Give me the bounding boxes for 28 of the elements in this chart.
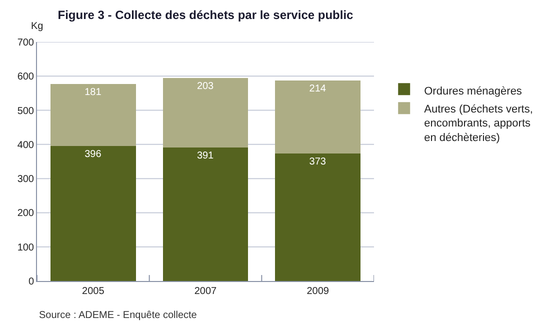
bar <box>50 84 136 146</box>
data-label: 203 <box>196 81 214 92</box>
bar <box>275 80 361 154</box>
data-label: 396 <box>84 148 102 160</box>
y-tick-label: 200 <box>17 208 34 220</box>
data-label: 181 <box>84 87 102 98</box>
x-tick-label: 2009 <box>306 286 330 297</box>
source-note: Source : ADEME - Enquête collecte <box>39 310 198 321</box>
x-tick-label: 2007 <box>194 286 218 297</box>
data-label: 214 <box>309 84 326 95</box>
bar <box>50 146 136 281</box>
y-tick-label: 300 <box>17 174 34 186</box>
bar <box>275 154 361 281</box>
y-tick-label: 0 <box>28 276 34 288</box>
y-tick-label: 100 <box>17 242 34 254</box>
y-tick-label: 700 <box>17 38 34 48</box>
data-label: 391 <box>196 150 214 162</box>
chart-title: Figure 3 - Collecte des déchets par le service public <box>58 8 354 22</box>
legend-label: Ordures ménagères <box>424 85 522 98</box>
bar <box>162 78 248 148</box>
legend-label: Autres (Déchets verts, encombrants, apports en déchèteries) <box>424 103 533 144</box>
y-tick-label: 400 <box>17 140 34 151</box>
y-tick-label: 500 <box>17 106 34 117</box>
data-label: 373 <box>309 156 326 168</box>
x-tick-label: 2005 <box>82 286 105 297</box>
y-axis-title: Kg <box>31 21 44 32</box>
y-tick-label: 600 <box>17 72 34 83</box>
bar <box>162 148 248 281</box>
